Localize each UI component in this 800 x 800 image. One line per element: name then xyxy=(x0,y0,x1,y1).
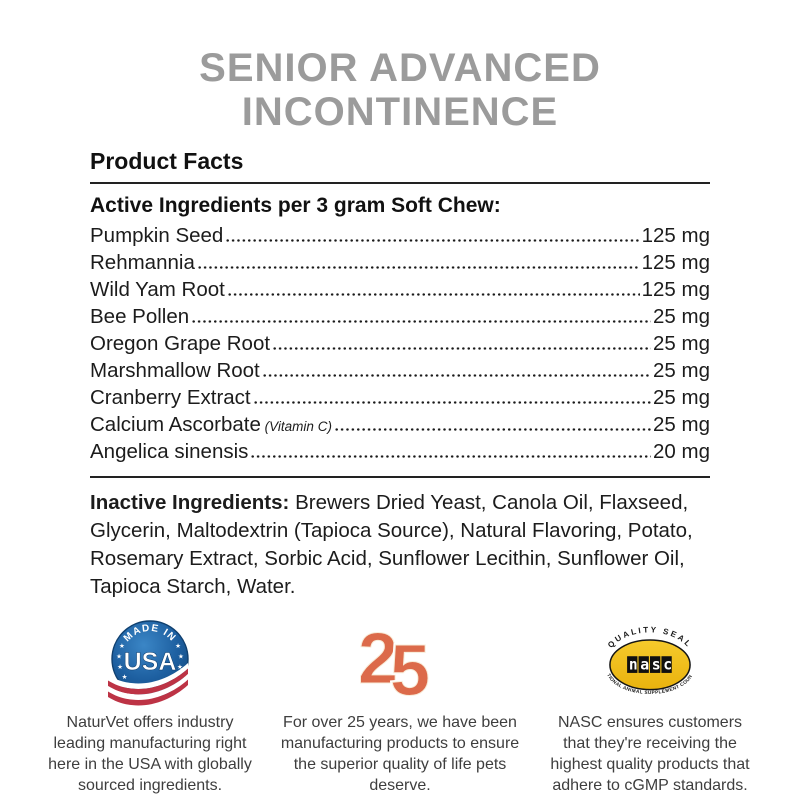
inactive-ingredients: Inactive Ingredients: Brewers Dried Yeas… xyxy=(90,489,710,601)
dot-leader xyxy=(333,428,652,431)
nasc-text: nasc xyxy=(629,657,675,674)
digit-5-outline: 5 xyxy=(390,631,430,703)
page-title-line1: SENIOR ADVANCED xyxy=(199,46,601,90)
svg-text:★: ★ xyxy=(178,654,184,661)
active-ingredients-list: Pumpkin Seed 125 mg Rehmannia 125 mg Wild Ya… xyxy=(90,224,710,467)
ingredient-row: Bee Pollen 25 mg xyxy=(90,305,710,332)
ingredient-name: Pumpkin Seed xyxy=(90,224,224,247)
ingredient-name: Cranberry Extract xyxy=(90,386,251,409)
svg-text:★: ★ xyxy=(122,674,128,681)
ingredient-name: Wild Yam Root xyxy=(90,278,225,301)
product-facts-heading: Product Facts xyxy=(90,148,244,174)
badge-25-years: 2 5 5 For over 25 years, we have been ma… xyxy=(276,619,524,796)
dot-leader xyxy=(196,266,640,269)
ingredient-row: Wild Yam Root 125 mg xyxy=(90,278,710,305)
ingredient-row: Rehmannia 125 mg xyxy=(90,251,710,278)
page-title-line2: INCONTINENCE xyxy=(241,90,559,134)
nasc-caption: NASC ensures customers that they're rece… xyxy=(550,714,750,794)
ingredient-amount: 25 mg xyxy=(653,359,710,382)
svg-text:★: ★ xyxy=(116,654,122,661)
svg-text:★: ★ xyxy=(119,643,125,650)
ingredient-name: Marshmallow Root xyxy=(90,359,260,382)
active-ingredients-heading: Active Ingredients per 3 gram Soft Chew: xyxy=(90,194,501,217)
ingredient-note: (Vitamin C) xyxy=(260,419,332,434)
svg-text:★: ★ xyxy=(177,664,183,671)
divider xyxy=(90,476,710,478)
nasc-seal-icon: QUALITY SEAL nasc NATIONAL ANIMAL SUPPLE… xyxy=(588,615,712,703)
svg-text:★: ★ xyxy=(175,643,181,650)
ingredient-amount: 25 mg xyxy=(653,413,710,436)
badge-made-in-usa: MADE IN ★★ ★★ ★★ ★★ USA xyxy=(43,619,257,796)
dot-leader xyxy=(225,239,640,242)
25-years-icon: 2 5 5 xyxy=(354,619,446,703)
ingredient-name: Bee Pollen xyxy=(90,305,190,328)
ingredient-row: Marshmallow Root 25 mg xyxy=(90,359,710,386)
usa-text: USA xyxy=(124,648,177,676)
ingredient-amount: 125 mg xyxy=(641,224,710,247)
ingredient-amount: 25 mg xyxy=(653,332,710,355)
ingredient-name: Rehmannia xyxy=(90,251,195,274)
ingredient-row: Calcium Ascorbate (Vitamin C) 25 mg xyxy=(90,413,710,440)
ingredient-amount: 125 mg xyxy=(641,251,710,274)
badges-row: MADE IN ★★ ★★ ★★ ★★ USA xyxy=(30,615,770,796)
ingredient-row: Cranberry Extract 25 mg xyxy=(90,386,710,413)
svg-text:★: ★ xyxy=(117,664,123,671)
dot-leader xyxy=(226,293,640,296)
ingredient-row: Pumpkin Seed 125 mg xyxy=(90,224,710,251)
ingredient-name: Angelica sinensis xyxy=(90,440,249,463)
made-in-usa-icon: MADE IN ★★ ★★ ★★ ★★ USA xyxy=(100,619,200,706)
25-years-caption: For over 25 years, we have been manufact… xyxy=(280,714,520,794)
page-title: SENIOR ADVANCED INCONTINENCE xyxy=(0,0,800,134)
flag-stripes-icon xyxy=(108,663,188,706)
digit-5: 5 xyxy=(390,631,430,703)
dot-leader xyxy=(252,401,652,404)
digit-2: 2 xyxy=(358,619,398,699)
ingredient-name: Calcium Ascorbate (Vitamin C) xyxy=(90,413,332,436)
ingredient-amount: 125 mg xyxy=(641,278,710,301)
inactive-ingredients-text: Brewers Dried Yeast, Canola Oil, Flaxsee… xyxy=(90,491,693,598)
usa-caption: NaturVet offers industry leading manufac… xyxy=(48,714,252,794)
product-facts-panel: Product Facts Active Ingredients per 3 g… xyxy=(90,148,710,601)
ingredient-name: Oregon Grape Root xyxy=(90,332,271,355)
ingredient-amount: 25 mg xyxy=(653,386,710,409)
inactive-ingredients-label: Inactive Ingredients: xyxy=(90,491,290,514)
dot-leader xyxy=(261,374,652,377)
dot-leader xyxy=(191,320,652,323)
dot-leader xyxy=(250,455,652,458)
ingredient-row: Oregon Grape Root 25 mg xyxy=(90,332,710,359)
badge-nasc: QUALITY SEAL nasc NATIONAL ANIMAL SUPPLE… xyxy=(543,615,757,796)
ingredient-amount: 25 mg xyxy=(653,305,710,328)
ingredient-row: Angelica sinensis 20 mg xyxy=(90,440,710,467)
ingredient-amount: 20 mg xyxy=(653,440,710,463)
dot-leader xyxy=(272,347,652,350)
nasc-letter-tiles xyxy=(627,656,672,673)
divider xyxy=(90,182,710,184)
